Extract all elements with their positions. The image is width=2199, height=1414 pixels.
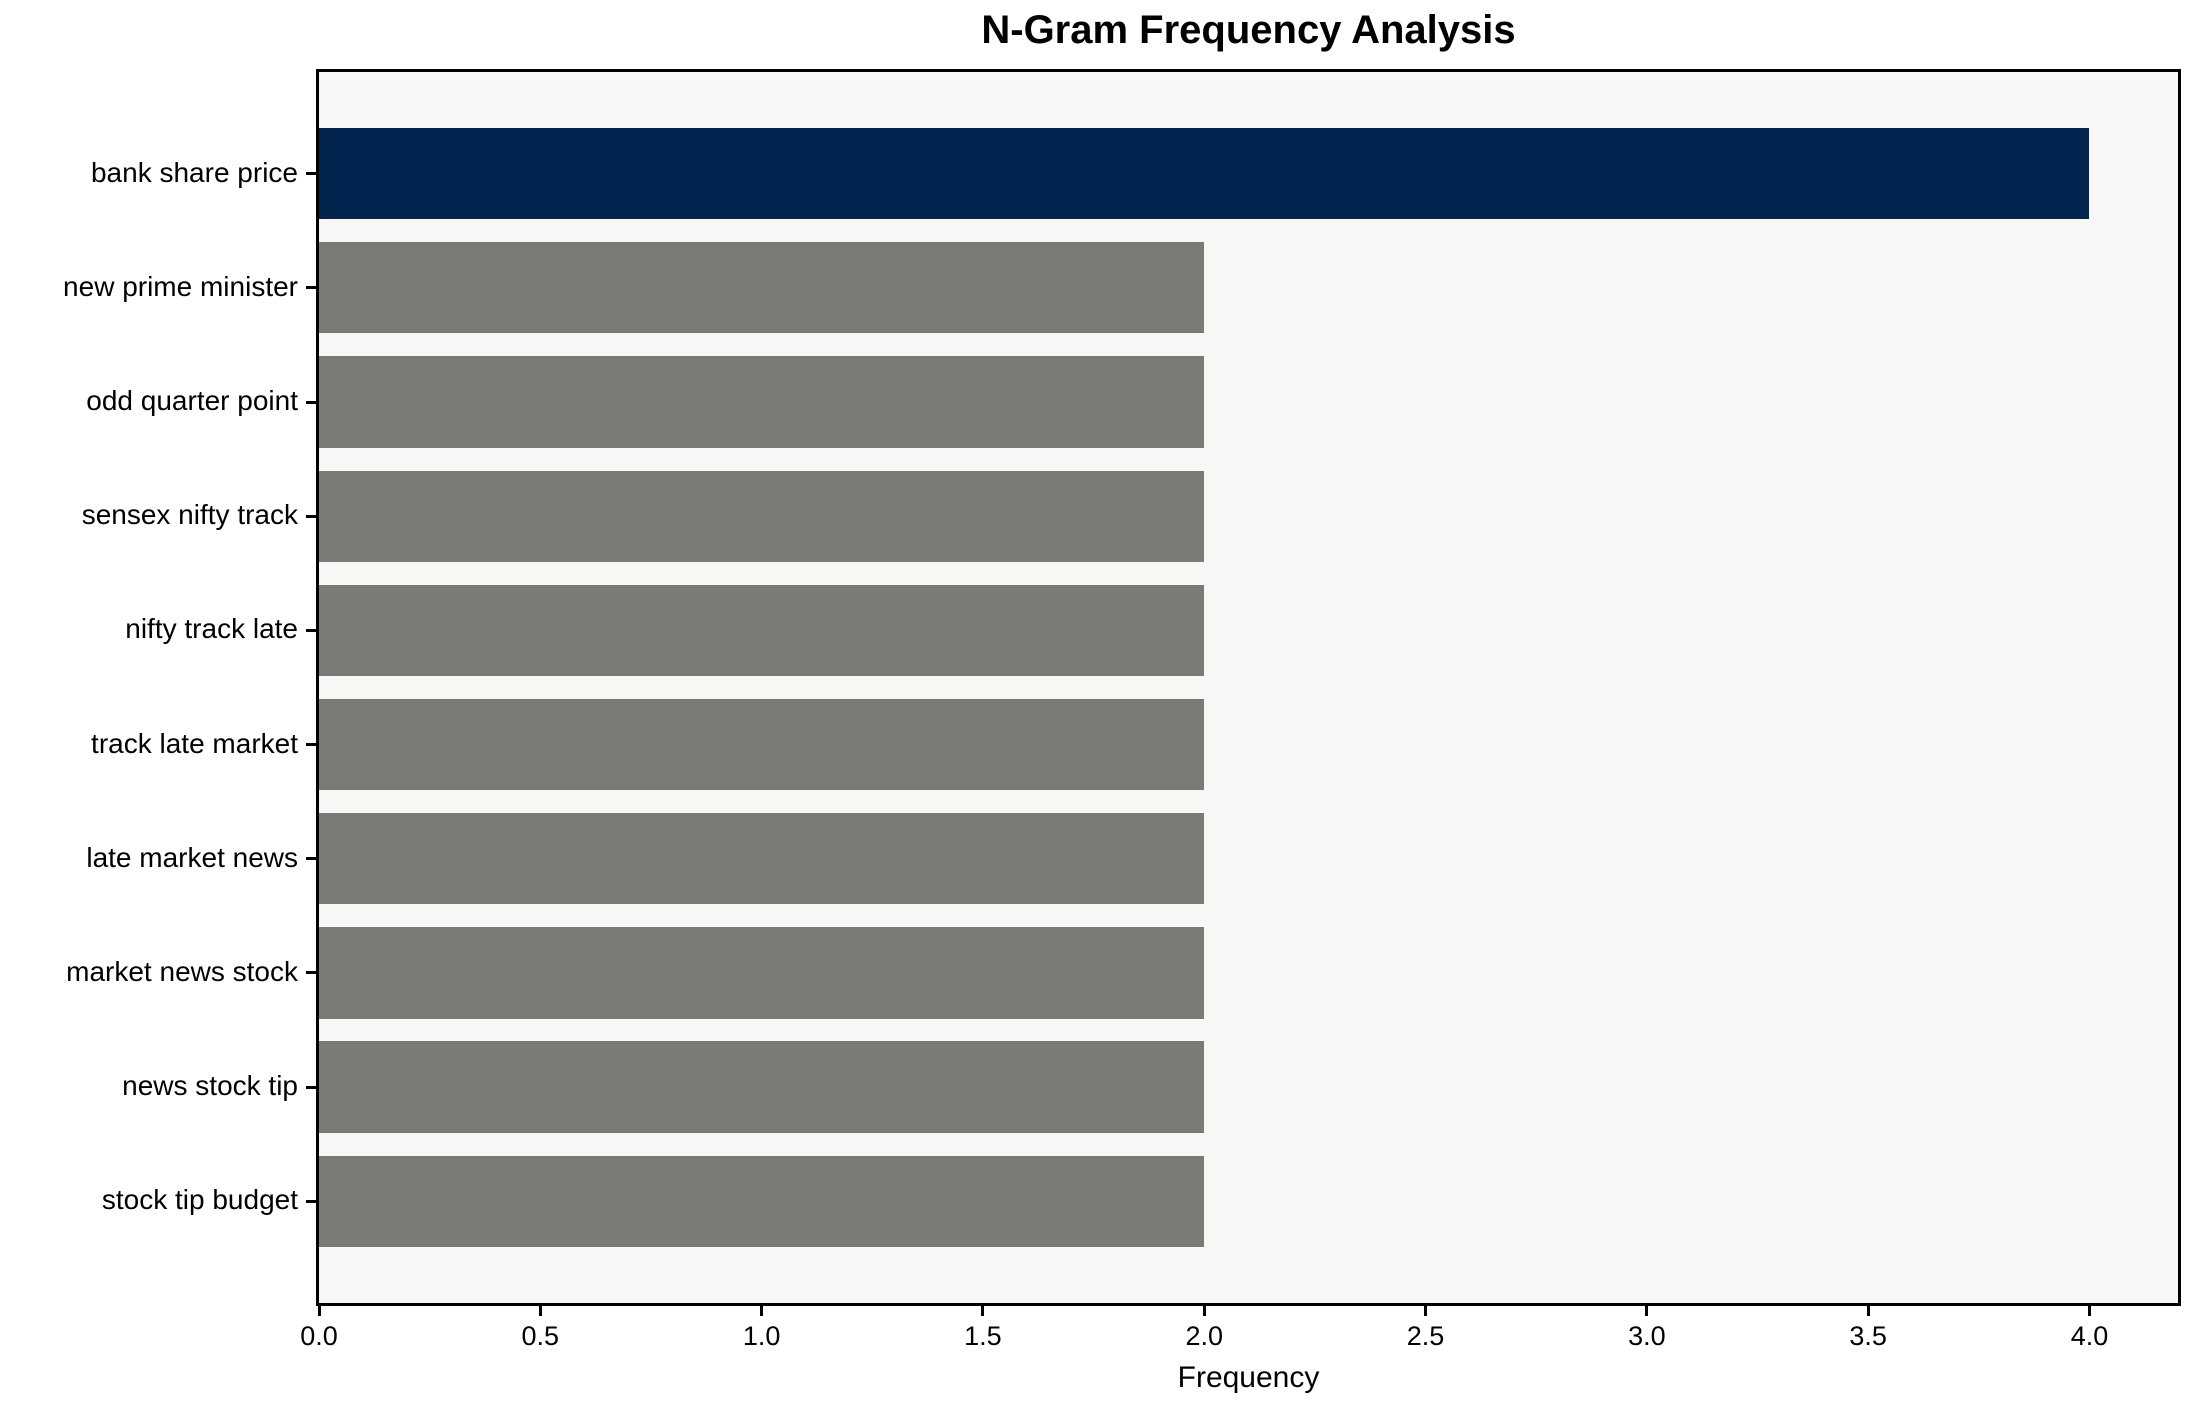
y-axis-label: bank share price <box>90 156 298 188</box>
x-tick-mark <box>1202 1305 1206 1316</box>
x-tick-mark <box>760 1305 764 1316</box>
y-axis-label: sensex nifty track <box>81 499 298 531</box>
y-tick-mark <box>306 857 317 861</box>
y-tick-mark <box>306 971 317 975</box>
x-tick-mark <box>1866 1305 1870 1316</box>
plot-area <box>319 72 2178 1303</box>
x-tick-label: 0.0 <box>300 1321 338 1351</box>
y-axis-label: news stock tip <box>122 1070 298 1102</box>
x-tick-mark <box>317 1305 321 1316</box>
x-tick-label: 4.0 <box>2070 1321 2109 1351</box>
y-tick-mark <box>306 743 317 747</box>
y-axis-label: nifty track late <box>125 613 298 645</box>
y-tick-mark <box>306 286 317 290</box>
y-axis-label: late market news <box>86 841 298 873</box>
bar <box>319 584 1205 677</box>
bar <box>319 698 1205 791</box>
y-tick-mark <box>306 400 317 404</box>
x-tick-mark <box>2087 1305 2091 1316</box>
x-tick-label: 2.0 <box>1185 1321 1223 1351</box>
x-tick-mark <box>538 1305 542 1316</box>
x-tick-label: 2.5 <box>1406 1321 1445 1351</box>
y-axis-label: odd quarter point <box>86 385 298 417</box>
y-axis-label: market news stock <box>66 955 298 987</box>
x-tick-label: 3.0 <box>1628 1321 1666 1351</box>
x-tick-label: 0.5 <box>521 1321 560 1351</box>
y-tick-mark <box>306 628 317 632</box>
y-tick-mark <box>306 514 317 518</box>
x-axis-title: Frequency <box>1177 1361 1320 1394</box>
x-tick-label: 1.0 <box>742 1321 781 1351</box>
x-tick-label: 3.5 <box>1849 1321 1887 1351</box>
bar <box>319 356 1205 448</box>
y-tick-mark <box>306 1199 317 1203</box>
y-tick-mark <box>306 1085 317 1089</box>
x-tick-mark <box>1645 1305 1649 1316</box>
x-tick-label: 1.5 <box>964 1321 1002 1351</box>
bar <box>319 242 1205 334</box>
bar <box>319 927 1205 1019</box>
bar <box>319 1155 1205 1248</box>
y-axis-label: stock tip budget <box>101 1184 298 1216</box>
y-axis-label: new prime minister <box>63 270 298 302</box>
y-tick-mark <box>306 172 317 176</box>
x-tick-mark <box>1424 1305 1428 1316</box>
y-axis-label: track late market <box>91 727 298 759</box>
x-tick-mark <box>981 1305 985 1316</box>
bar <box>319 1041 1205 1133</box>
bar <box>319 127 2090 220</box>
bar <box>319 813 1205 905</box>
bar <box>319 470 1205 562</box>
chart-title: N-Gram Frequency Analysis <box>981 8 1516 52</box>
